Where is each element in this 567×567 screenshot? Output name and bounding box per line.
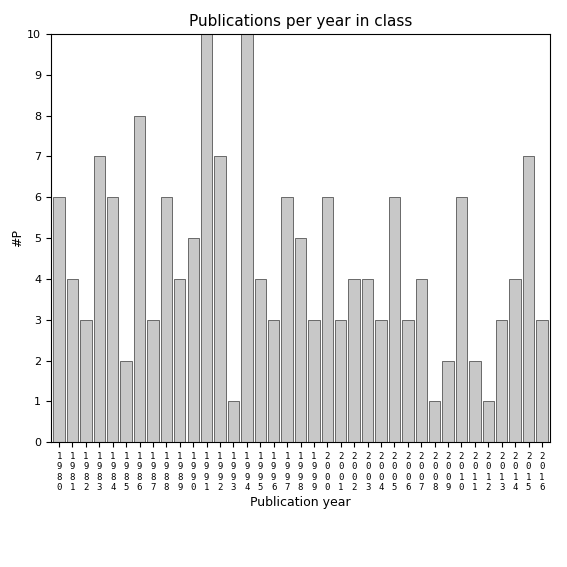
Bar	[469, 361, 481, 442]
Bar	[295, 238, 306, 442]
Bar	[107, 197, 119, 442]
Bar	[147, 320, 159, 442]
Bar	[349, 279, 360, 442]
Bar	[362, 279, 373, 442]
Bar	[389, 197, 400, 442]
Bar	[241, 34, 252, 442]
Bar	[308, 320, 320, 442]
Bar	[67, 279, 78, 442]
Bar	[160, 197, 172, 442]
Bar	[496, 320, 507, 442]
Bar	[402, 320, 413, 442]
Bar	[335, 320, 346, 442]
Bar	[442, 361, 454, 442]
Bar	[536, 320, 548, 442]
Y-axis label: #P: #P	[11, 229, 24, 247]
Bar	[321, 197, 333, 442]
Bar	[509, 279, 521, 442]
Bar	[456, 197, 467, 442]
Bar	[214, 156, 226, 442]
X-axis label: Publication year: Publication year	[250, 496, 351, 509]
Bar	[255, 279, 266, 442]
Title: Publications per year in class: Publications per year in class	[189, 14, 412, 29]
Bar	[174, 279, 185, 442]
Bar	[120, 361, 132, 442]
Bar	[188, 238, 199, 442]
Bar	[53, 197, 65, 442]
Bar	[416, 279, 427, 442]
Bar	[268, 320, 280, 442]
Bar	[429, 401, 441, 442]
Bar	[80, 320, 92, 442]
Bar	[523, 156, 534, 442]
Bar	[201, 34, 212, 442]
Bar	[94, 156, 105, 442]
Bar	[134, 116, 145, 442]
Bar	[228, 401, 239, 442]
Bar	[281, 197, 293, 442]
Bar	[375, 320, 387, 442]
Bar	[483, 401, 494, 442]
